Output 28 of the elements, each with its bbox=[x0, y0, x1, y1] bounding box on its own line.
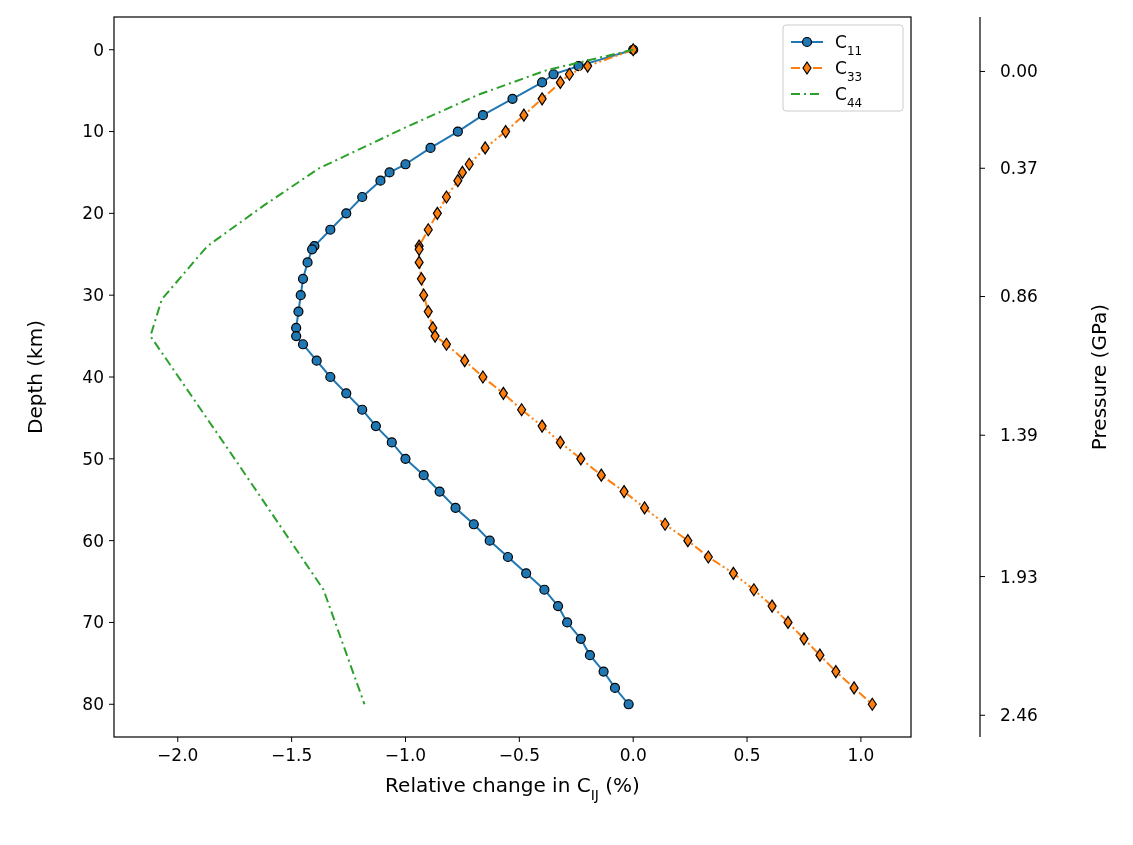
y2-tick-label: 0.86 bbox=[1000, 286, 1038, 307]
y2-tick-label: 1.93 bbox=[1000, 566, 1038, 587]
x-tick-label: 1.0 bbox=[847, 745, 875, 765]
legend-label: C$_{33}$ bbox=[835, 57, 863, 84]
y2-tick-label: 1.39 bbox=[1000, 425, 1038, 446]
y-tick-label: 70 bbox=[82, 612, 104, 633]
y2-tick-label: 0.00 bbox=[1000, 61, 1038, 82]
y-tick-label: 50 bbox=[82, 448, 104, 469]
x-tick-label: 0.0 bbox=[619, 745, 647, 765]
x-tick-label: −1.0 bbox=[384, 745, 427, 765]
legend-label: C$_{44}$ bbox=[835, 83, 863, 110]
y-tick-label: 80 bbox=[82, 694, 104, 715]
y-tick-label: 40 bbox=[82, 366, 104, 387]
y-tick-label: 10 bbox=[82, 121, 104, 142]
y2-tick-label: 0.37 bbox=[1000, 158, 1038, 179]
y-tick-label: 20 bbox=[82, 203, 104, 224]
x-tick-label: −0.5 bbox=[498, 745, 540, 765]
y-tick-label: 60 bbox=[82, 530, 104, 551]
x-axis-title: Relative change in C$_{IJ}$ (%) bbox=[385, 773, 640, 803]
y-tick-label: 0 bbox=[93, 39, 104, 60]
y2-tick-label: 2.46 bbox=[1000, 705, 1038, 726]
y-axis-title: Depth (km) bbox=[23, 320, 47, 434]
y-tick-label: 30 bbox=[82, 285, 104, 306]
x-tick-label: −1.5 bbox=[270, 745, 313, 765]
x-tick-label: −2.0 bbox=[157, 745, 199, 765]
x-tick-label: 0.5 bbox=[733, 745, 761, 765]
legend-label: C$_{11}$ bbox=[835, 31, 863, 58]
y2-axis-title: Pressure (GPa) bbox=[1087, 303, 1111, 451]
